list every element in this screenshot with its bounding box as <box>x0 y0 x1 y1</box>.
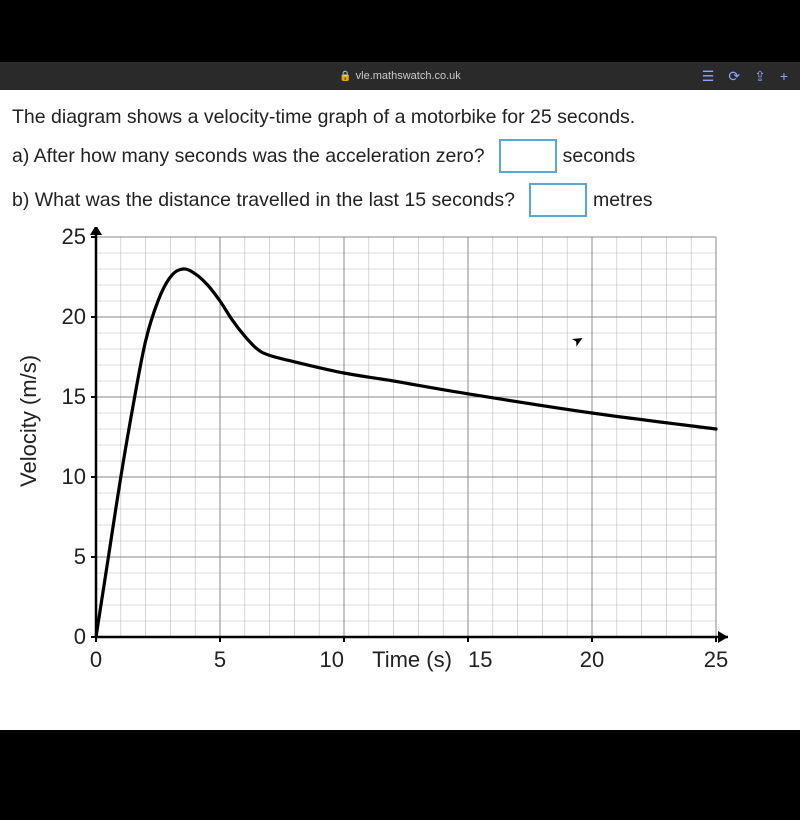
lock-icon: 🔒 <box>339 71 351 82</box>
svg-text:10: 10 <box>62 464 86 489</box>
svg-text:5: 5 <box>74 544 86 569</box>
svg-text:15: 15 <box>62 384 86 409</box>
chart-container: Velocity (m/s) 05101520250510Time (s)152… <box>22 227 792 687</box>
answer-box-b[interactable] <box>529 183 587 217</box>
velocity-time-chart: 0 5 10 15 20 25 0 5 10 Time (s) 15 20 25 <box>22 227 736 687</box>
svg-text:0: 0 <box>74 624 86 649</box>
svg-text:0: 0 <box>90 647 102 672</box>
refresh-icon[interactable]: ⟳ <box>728 68 740 85</box>
svg-text:5: 5 <box>214 647 226 672</box>
svg-text:20: 20 <box>580 647 604 672</box>
share-icon[interactable]: ⇪ <box>754 68 766 85</box>
browser-url: vle.mathswatch.co.uk <box>356 70 461 82</box>
svg-text:15: 15 <box>468 647 492 672</box>
svg-text:Time (s): Time (s) <box>372 647 452 672</box>
browser-address-bar: 🔒 vle.mathswatch.co.uk ☰ ⟳ ⇪ + <box>0 62 800 90</box>
page-content: The diagram shows a velocity-time graph … <box>0 90 800 730</box>
question-b-unit: metres <box>593 189 653 212</box>
reader-icon[interactable]: ☰ <box>702 68 715 85</box>
question-a-text: a) After how many seconds was the accele… <box>12 145 485 168</box>
svg-text:25: 25 <box>62 227 86 249</box>
browser-right-icons: ☰ ⟳ ⇪ + <box>702 68 788 85</box>
svg-text:10: 10 <box>320 647 344 672</box>
question-a: a) After how many seconds was the accele… <box>12 139 788 173</box>
svg-text:25: 25 <box>704 647 728 672</box>
plus-icon[interactable]: + <box>780 68 788 85</box>
y-axis-label: Velocity (m/s) <box>16 355 42 487</box>
top-black-bar: 🔒 vle.mathswatch.co.uk ☰ ⟳ ⇪ + <box>0 0 800 90</box>
svg-text:20: 20 <box>62 304 86 329</box>
intro-text: The diagram shows a velocity-time graph … <box>12 106 788 129</box>
bottom-black-bar <box>0 730 800 820</box>
answer-box-a[interactable] <box>499 139 557 173</box>
question-b-text: b) What was the distance travelled in th… <box>12 189 515 212</box>
question-b: b) What was the distance travelled in th… <box>12 183 788 217</box>
question-a-unit: seconds <box>563 145 636 168</box>
